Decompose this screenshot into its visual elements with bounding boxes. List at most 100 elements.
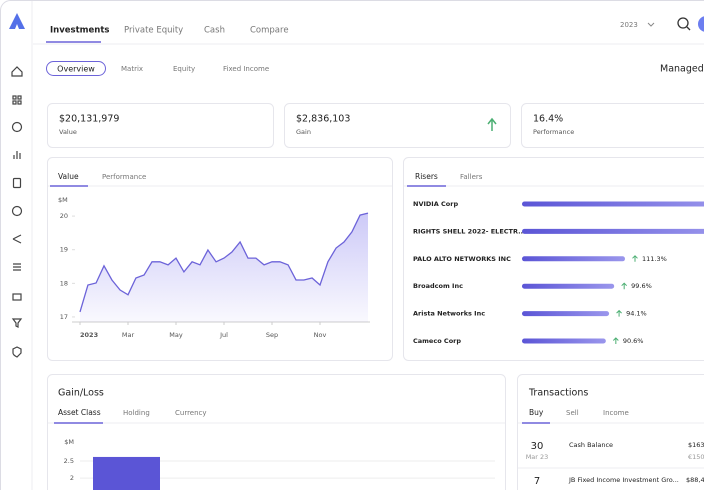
y-tick-label: 18 bbox=[60, 279, 68, 287]
kpi-value: 16.4% bbox=[533, 114, 563, 125]
mover-bar bbox=[522, 311, 610, 317]
transactions-card bbox=[517, 374, 704, 490]
card-title: Transactions bbox=[528, 388, 588, 399]
year-select[interactable]: 2023 bbox=[620, 21, 638, 29]
mover-name: Arista Networks Inc bbox=[413, 310, 485, 318]
logo[interactable] bbox=[9, 13, 25, 29]
mover-value: 90.6% bbox=[623, 337, 644, 345]
tx-name[interactable]: Cash Balance bbox=[569, 441, 613, 449]
mover-name: RIGHTS SHELL 2022- ELECTR... bbox=[413, 227, 526, 235]
mover-name: Cameco Corp bbox=[413, 337, 461, 345]
kpi-value: $2,836,103 bbox=[296, 114, 350, 125]
x-tick-label: Nov bbox=[314, 331, 327, 339]
tx-name[interactable]: JB Fixed Income Investment Gro... bbox=[568, 476, 679, 484]
managed-label: Managed a bbox=[660, 64, 704, 75]
subnav-tab[interactable]: Matrix bbox=[121, 65, 143, 73]
axis-label: $M bbox=[58, 196, 68, 204]
up-arrow bbox=[487, 117, 497, 131]
bars-icon[interactable] bbox=[13, 151, 21, 159]
x-tick-label: Sep bbox=[266, 331, 278, 339]
tx-amount: $88,4 bbox=[686, 476, 704, 484]
tx-day: 7 bbox=[534, 476, 540, 487]
kpi-label: Value bbox=[59, 128, 77, 136]
card-title: Gain/Loss bbox=[58, 388, 104, 399]
up-arrow bbox=[632, 255, 638, 262]
tx-date: Mar 23 bbox=[526, 453, 549, 461]
y-tick-label: 19 bbox=[60, 246, 68, 254]
search-handle bbox=[686, 26, 691, 31]
search-icon[interactable] bbox=[677, 17, 689, 29]
x-tick-label: Jul bbox=[219, 331, 228, 339]
grid-icon[interactable] bbox=[12, 95, 22, 105]
tx-amount: $163 bbox=[688, 441, 704, 449]
up-arrow bbox=[612, 337, 619, 344]
nav-tab[interactable]: Private Equity bbox=[124, 26, 183, 36]
bar-chart: 2.52 bbox=[64, 456, 495, 490]
filter-icon[interactable] bbox=[11, 318, 23, 328]
subnav-tab[interactable]: Overview bbox=[57, 65, 95, 74]
mover-name: NVIDIA Corp bbox=[413, 200, 458, 208]
up-arrow bbox=[616, 309, 622, 317]
gain-tab[interactable]: Holding bbox=[123, 409, 150, 417]
kpi-label: Gain bbox=[296, 128, 311, 136]
movers-tab[interactable]: Fallers bbox=[460, 173, 483, 181]
list-icon[interactable] bbox=[13, 263, 21, 271]
lock-icon[interactable] bbox=[12, 293, 22, 301]
axis-label: $M bbox=[64, 438, 74, 446]
mover-value: 99.6% bbox=[631, 282, 652, 290]
x-tick-label: 2023 bbox=[80, 331, 98, 339]
tx-tab[interactable]: Income bbox=[603, 409, 629, 417]
mover-value: 94.1% bbox=[626, 310, 647, 318]
up-arrow bbox=[621, 282, 628, 290]
kpi-label: Performance bbox=[533, 128, 574, 136]
line bbox=[79, 212, 369, 313]
y-tick-label: 2 bbox=[70, 474, 74, 482]
subnav-tab[interactable]: Fixed Income bbox=[223, 65, 269, 73]
y-tick-label: 2.5 bbox=[64, 457, 74, 465]
tx-day: 30 bbox=[531, 441, 544, 452]
mover-bar bbox=[522, 256, 625, 262]
line-chart: 17 18 19 20 2023 Mar May Jul Sep Nov bbox=[60, 212, 370, 339]
mover-name: Broadcom Inc bbox=[413, 282, 463, 290]
kpi-card bbox=[284, 103, 511, 148]
area bbox=[80, 213, 368, 322]
sidebar-icons bbox=[11, 66, 23, 358]
y-tick-label: 20 bbox=[60, 212, 68, 220]
tx-tab[interactable]: Sell bbox=[566, 409, 579, 417]
home-icon[interactable] bbox=[11, 66, 23, 77]
nav-tab[interactable]: Cash bbox=[204, 26, 225, 36]
nav-tab[interactable]: Investments bbox=[50, 26, 109, 36]
clock-icon[interactable] bbox=[11, 205, 23, 217]
share-icon[interactable] bbox=[12, 234, 22, 244]
chart-tab[interactable]: Value bbox=[58, 172, 79, 181]
pill bbox=[46, 61, 106, 76]
mover-name: PALO ALTO NETWORKS INC bbox=[413, 255, 511, 263]
mover-bar bbox=[522, 283, 615, 289]
doc-icon[interactable] bbox=[12, 177, 22, 189]
mover-bar bbox=[522, 228, 704, 234]
bar bbox=[93, 456, 160, 490]
nav-tab[interactable]: Compare bbox=[250, 26, 289, 36]
tx-tab[interactable]: Buy bbox=[529, 408, 544, 417]
mover-value: 111.3% bbox=[642, 255, 667, 263]
avatar[interactable] bbox=[698, 16, 704, 32]
tx-sub-amount: €150 bbox=[688, 453, 704, 461]
mover-bar bbox=[522, 201, 704, 207]
y-tick-label: 17 bbox=[60, 313, 68, 321]
gain-tab[interactable]: Currency bbox=[175, 409, 207, 417]
x-tick-label: Mar bbox=[122, 331, 135, 339]
movers-list: NVIDIA Corp RIGHTS SHELL 2022- ELECTR... P… bbox=[413, 200, 704, 345]
shield-icon[interactable] bbox=[12, 346, 22, 358]
subnav-tab[interactable]: Equity bbox=[173, 65, 195, 73]
kpi-value: $20,131,979 bbox=[59, 114, 119, 125]
chevron bbox=[647, 22, 655, 27]
gain-tab[interactable]: Asset Class bbox=[58, 408, 101, 417]
chart-tab[interactable]: Performance bbox=[102, 173, 146, 181]
x-tick-label: May bbox=[169, 331, 183, 339]
movers-tab[interactable]: Risers bbox=[415, 172, 438, 181]
pie-icon[interactable] bbox=[11, 121, 23, 133]
kpi-card bbox=[521, 103, 704, 148]
kpi-card bbox=[47, 103, 274, 148]
